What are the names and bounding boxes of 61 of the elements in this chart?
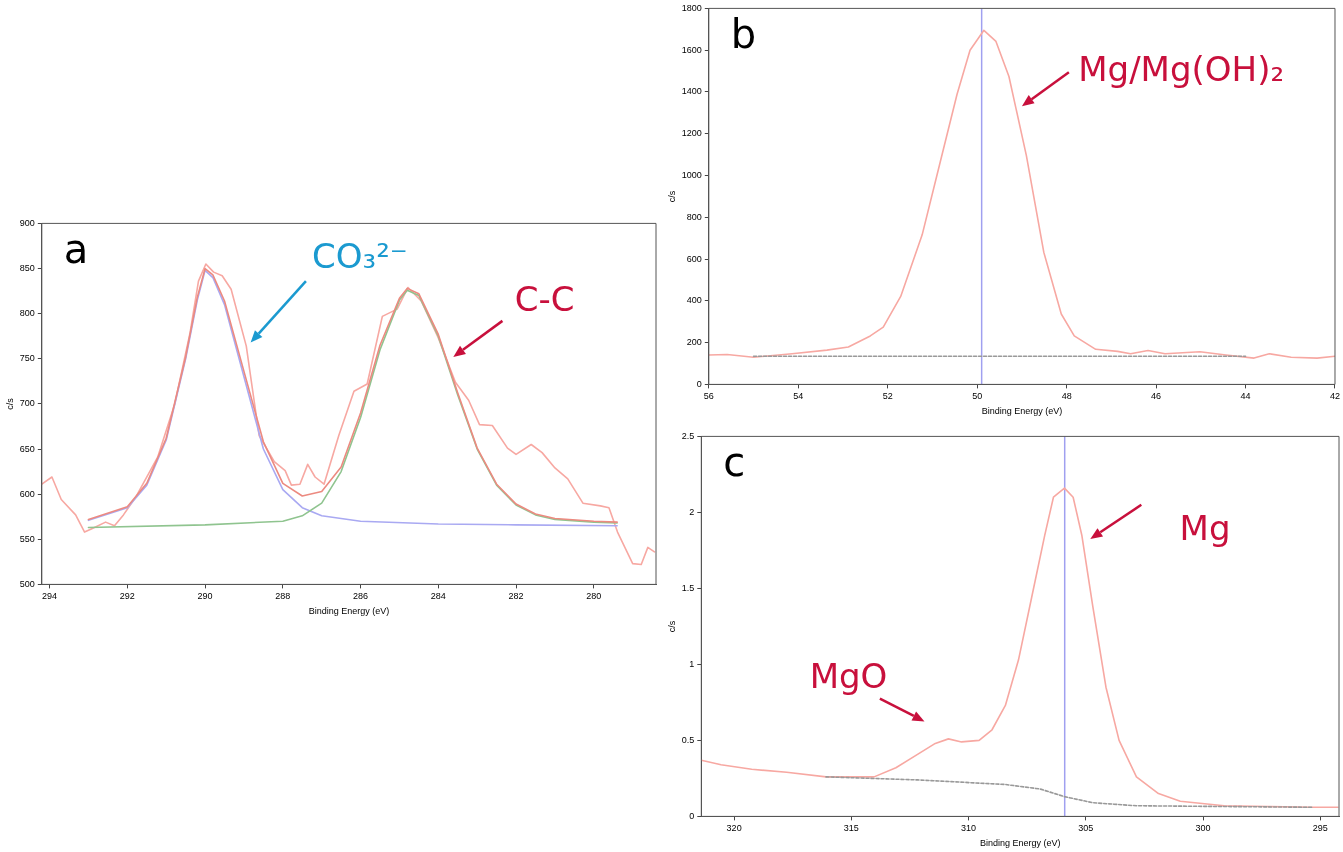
y-tick-label: 900 xyxy=(19,217,35,228)
x-axis-title: Binding Energy (eV) xyxy=(981,406,1063,417)
y-tick-label: 1800 xyxy=(681,2,702,13)
annotation: a xyxy=(63,226,89,273)
x-tick-label: 46 xyxy=(1151,391,1162,402)
y-axis-title: c/s xyxy=(666,620,677,633)
x-tick-label: 294 xyxy=(42,591,58,602)
y-tick-label: 400 xyxy=(686,295,702,306)
annotation: b xyxy=(730,11,757,58)
y-tick-label: 1000 xyxy=(681,170,702,180)
y-tick-label: 1.5 xyxy=(681,582,695,593)
y-tick-label: 2.5 xyxy=(681,430,695,441)
y-tick-label: 500 xyxy=(19,578,35,589)
y-tick-label: 750 xyxy=(19,353,35,364)
x-tick-label: 320 xyxy=(726,823,742,834)
x-tick-label: 315 xyxy=(843,823,859,834)
y-tick-label: 2 xyxy=(689,506,695,517)
y-tick-label: 600 xyxy=(19,488,35,499)
x-tick-label: 42 xyxy=(1329,391,1340,402)
y-tick-label: 0 xyxy=(689,810,695,821)
annotation: MgO xyxy=(809,655,888,696)
x-tick-label: 288 xyxy=(275,591,291,602)
annotation: CO₃²⁻ xyxy=(312,235,408,276)
x-tick-label: 44 xyxy=(1240,391,1251,402)
y-tick-label: 0 xyxy=(696,378,702,389)
y-tick-label: 550 xyxy=(19,533,35,544)
y-tick-label: 1400 xyxy=(681,86,702,97)
y-tick-label: 200 xyxy=(686,337,702,348)
x-tick-label: 295 xyxy=(1312,823,1328,834)
y-axis-title: c/s xyxy=(4,397,15,410)
x-tick-label: 50 xyxy=(972,391,983,402)
y-tick-label: 800 xyxy=(686,211,702,222)
y-tick-label: 0.5 xyxy=(681,734,695,745)
y-tick-label: 600 xyxy=(686,253,702,264)
annotation: c xyxy=(723,439,746,486)
x-tick-label: 286 xyxy=(353,591,369,602)
y-tick-label: 1 xyxy=(689,658,695,669)
annotation: Mg/Mg(OH)₂ xyxy=(1078,48,1285,89)
x-tick-label: 56 xyxy=(703,391,714,402)
y-axis-title: c/s xyxy=(666,190,677,203)
y-tick-label: 650 xyxy=(19,443,35,454)
x-tick-label: 52 xyxy=(882,391,893,402)
y-tick-label: 850 xyxy=(19,263,35,274)
x-tick-label: 282 xyxy=(508,591,524,602)
x-tick-label: 284 xyxy=(430,591,446,602)
x-tick-label: 48 xyxy=(1061,391,1072,402)
y-tick-label: 800 xyxy=(19,308,35,319)
x-tick-label: 292 xyxy=(119,591,135,602)
x-tick-label: 54 xyxy=(793,391,804,402)
x-tick-label: 310 xyxy=(961,823,977,834)
y-tick-label: 700 xyxy=(19,398,35,409)
x-tick-label: 305 xyxy=(1078,823,1094,834)
annotation: C-C xyxy=(514,279,575,320)
annotation: Mg xyxy=(1179,507,1231,548)
x-tick-label: 290 xyxy=(197,591,213,602)
x-tick-label: 300 xyxy=(1195,823,1211,834)
y-tick-label: 1200 xyxy=(681,128,702,139)
y-tick-label: 1600 xyxy=(681,44,702,55)
x-tick-label: 280 xyxy=(586,591,602,602)
x-axis-title: Binding Energy (eV) xyxy=(979,838,1061,849)
x-axis-title: Binding Energy (eV) xyxy=(308,606,390,617)
